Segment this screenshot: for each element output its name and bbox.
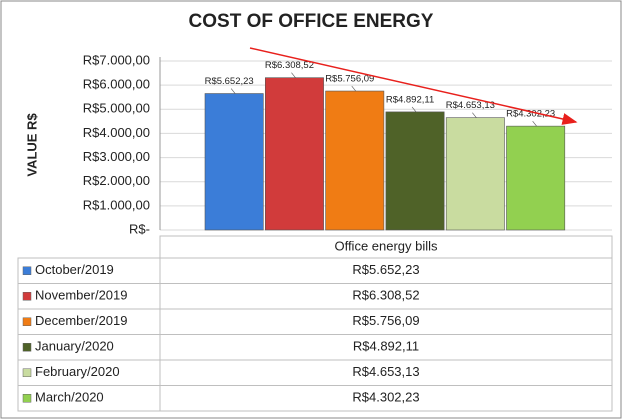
y-tick-label: R$2.000,00: [83, 173, 150, 188]
table-row: [17, 257, 161, 284]
table-value: R$4.302,23: [352, 390, 419, 405]
table-header: Office energy bills: [334, 238, 438, 253]
legend-label: January/2020: [35, 339, 114, 354]
legend-label: February/2020: [35, 364, 120, 379]
chart-title: COST OF OFFICE ENERGY: [189, 11, 434, 32]
legend-swatch: [22, 368, 32, 377]
y-tick-label: R$4.000,00: [83, 125, 150, 140]
table-row: [17, 385, 161, 412]
legend-label: October/2019: [35, 262, 114, 277]
legend-swatch: [22, 343, 32, 352]
table-value: R$6.308,52: [352, 288, 419, 303]
table-value: R$5.652,23: [352, 262, 419, 277]
table-row: [17, 283, 161, 310]
y-tick-label: R$6.000,00: [83, 77, 150, 92]
bar: [445, 117, 505, 231]
data-label: R$6.308,52: [265, 60, 314, 71]
table-value: R$4.653,13: [352, 364, 419, 379]
table-value: R$5.756,09: [352, 313, 419, 328]
label-leader: [351, 85, 356, 92]
legend-label: December/2019: [35, 313, 128, 328]
table-row: [159, 385, 613, 412]
y-axis-label: VALUE R$: [24, 113, 39, 177]
bar: [204, 93, 264, 231]
table-row: [17, 334, 161, 361]
y-tick-label: R$7.000,00: [83, 52, 150, 67]
table-value: R$4.892,11: [353, 339, 419, 354]
data-label: R$4.302,23: [506, 109, 555, 120]
label-leader: [472, 112, 477, 118]
label-leader: [230, 88, 236, 94]
table-row: [159, 308, 613, 335]
label-leader: [532, 120, 537, 127]
table-row: [17, 359, 161, 386]
bar: [264, 77, 324, 231]
table-row: [159, 334, 613, 361]
legend-label: November/2019: [35, 288, 128, 303]
data-label: R$4.892,11: [386, 94, 434, 105]
y-tick-label: R$5.000,00: [83, 101, 150, 116]
table-row: [159, 359, 613, 386]
y-tick-label: R$3.000,00: [83, 149, 150, 164]
legend-swatch: [22, 266, 32, 275]
data-label: R$5.652,23: [205, 76, 254, 87]
legend-label: March/2020: [35, 390, 104, 405]
label-leader: [411, 106, 417, 113]
trend-arrow: [249, 47, 578, 125]
bar: [506, 125, 566, 231]
table-row: [159, 257, 613, 284]
legend-swatch: [22, 394, 32, 403]
data-label: R$5.756,09: [325, 74, 374, 85]
legend-swatch: [22, 317, 32, 326]
bar: [385, 111, 445, 231]
label-leader: [291, 72, 296, 78]
data-label: R$4.653,13: [446, 100, 495, 111]
legend-swatch: [22, 292, 32, 301]
y-tick-label: R$-: [129, 221, 150, 236]
bar: [325, 90, 385, 231]
table-row: [159, 283, 613, 310]
y-tick-label: R$1.000,00: [83, 197, 150, 212]
